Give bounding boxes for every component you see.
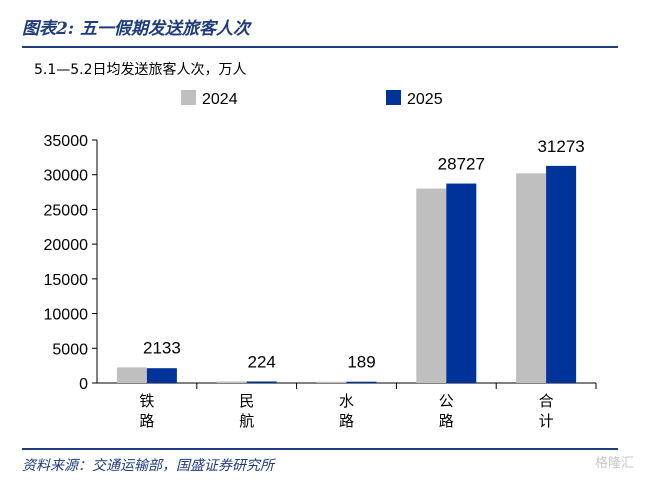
figure-title: 五一假期发送旅客人次 [80,19,251,39]
legend-swatch-2025 [386,90,401,105]
bar-2025-0 [146,368,177,383]
data-label: 2133 [143,338,181,357]
data-label: 28727 [438,155,485,174]
x-category-label: 路 [439,412,454,430]
bar-2025-4 [546,165,577,383]
y-tick-label: 15000 [44,272,89,289]
top-rule [22,46,618,48]
y-tick-label: 25000 [44,202,89,219]
legend-label-2025: 2025 [407,91,443,108]
x-category-label: 水 [339,392,354,410]
bar-2025-1 [246,381,277,383]
data-label: 224 [248,352,276,371]
figure-header: 图表2: 五一假期发送旅客人次 [22,14,622,39]
source-note: 资料来源：交通运输部，国盛证券研究所 [22,458,274,474]
y-tick-label: 5000 [52,341,88,358]
x-category-label: 路 [339,412,354,430]
y-tick-label: 35000 [44,133,89,150]
x-category-label: 铁 [139,392,154,410]
x-category-label: 路 [139,412,154,430]
y-tick-label: 0 [79,376,88,393]
x-category-label: 航 [239,412,254,430]
bottom-rule [22,448,618,450]
bar-2024-3 [416,188,447,383]
chart-title: 5.1—5.2日均发送旅客人次，万人 [34,61,247,78]
x-category-label: 民 [239,392,254,410]
y-tick-label: 30000 [44,168,89,185]
bar-2025-2 [346,381,377,383]
legend-label-2024: 2024 [202,91,238,108]
x-category-label: 合 [539,392,554,410]
bar-2024-0 [116,367,147,383]
data-label: 189 [347,353,375,372]
y-tick-label: 20000 [44,237,89,254]
y-tick-label: 10000 [44,307,89,324]
bar-2024-2 [316,381,347,383]
legend-swatch-2024 [181,90,196,105]
x-category-label: 公 [439,392,454,410]
x-category-label: 计 [539,412,554,430]
figure-label: 图表2: [22,19,75,39]
bar-2025-3 [446,183,477,383]
bar-2024-1 [216,381,247,383]
watermark: 格隆汇 [594,456,634,471]
data-label: 31273 [537,137,584,156]
bar-2024-4 [516,173,547,383]
